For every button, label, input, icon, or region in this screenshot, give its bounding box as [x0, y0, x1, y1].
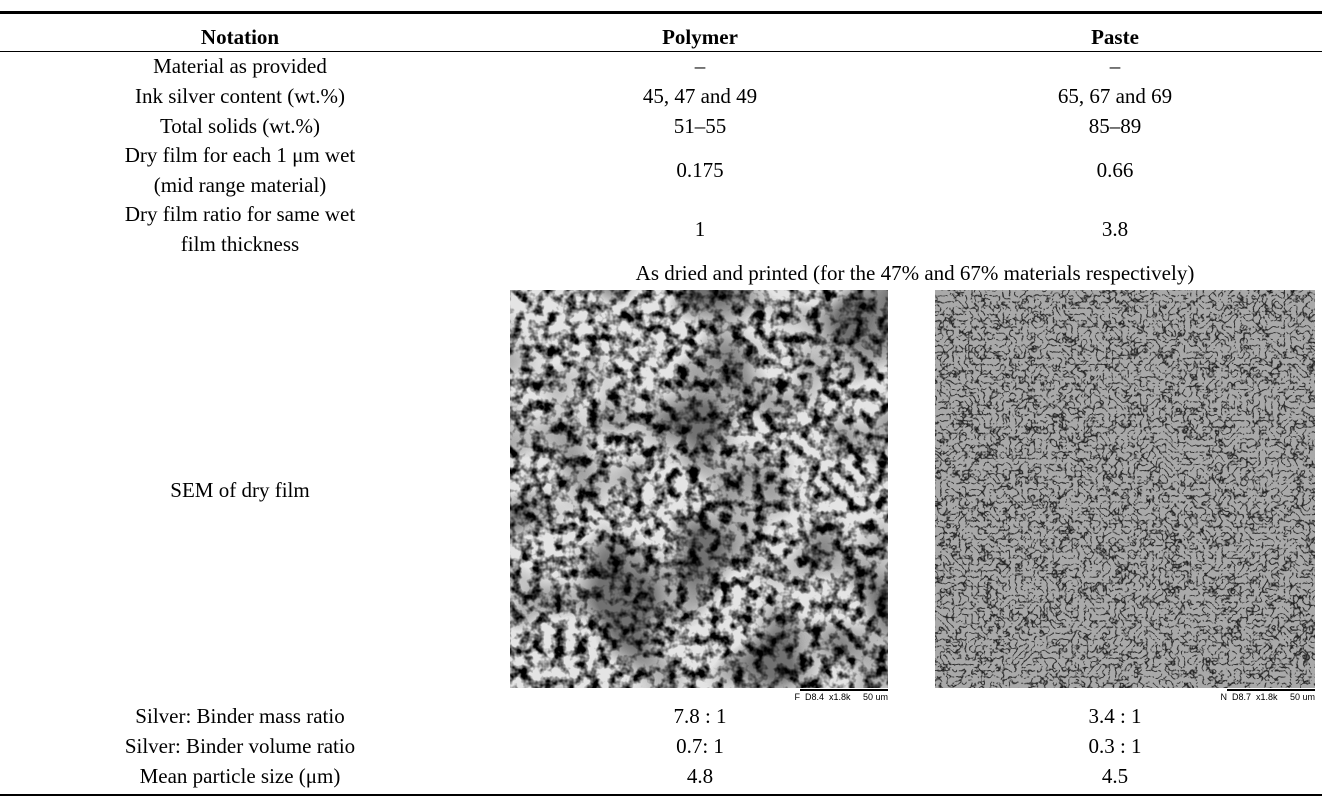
cell-text: 85–89: [1089, 114, 1142, 138]
cell-text: 65, 67 and 69: [1058, 84, 1172, 108]
cell-text: 4.5: [1102, 764, 1128, 788]
cell-text: Material as provided: [153, 54, 327, 78]
cell-text: –: [1110, 54, 1121, 78]
column-header: Polymer: [662, 25, 738, 49]
cell-text: 0.66: [1097, 158, 1134, 182]
scale-label: N D8.7 x1.8k 50 um: [1220, 692, 1315, 702]
header-rule: [0, 51, 1322, 52]
top-rule: [0, 11, 1322, 14]
cell-text: 3.8: [1102, 217, 1128, 241]
cell-text: Mean particle size (μm): [140, 764, 341, 788]
sem-label: SEM of dry film: [170, 478, 309, 502]
column-header: Notation: [201, 25, 279, 49]
cell-text: 0.3 : 1: [1088, 734, 1141, 758]
sem-image-paste: [935, 290, 1315, 688]
cell-text: 4.8: [687, 764, 713, 788]
cell-text: Ink silver content (wt.%): [135, 84, 345, 108]
sem-caption: As dried and printed (for the 47% and 67…: [636, 261, 1195, 285]
cell-text: Silver: Binder volume ratio: [125, 734, 355, 758]
scale-bar: [1227, 689, 1315, 691]
column-header: Paste: [1091, 25, 1139, 49]
cell-text: Dry film ratio for same wet: [125, 202, 355, 226]
cell-text: 45, 47 and 49: [643, 84, 757, 108]
cell-text: –: [695, 54, 706, 78]
cell-text: 51–55: [674, 114, 727, 138]
cell-text: Dry film for each 1 μm wet: [125, 143, 356, 167]
cell-text: 1: [695, 217, 706, 241]
page: Notation Polymer Paste Material as provided…: [0, 0, 1322, 802]
cell-text: (mid range material): [154, 173, 327, 197]
scale-label: F D8.4 x1.8k 50 um: [794, 692, 888, 702]
cell-text: 0.175: [676, 158, 723, 182]
cell-text: 7.8 : 1: [673, 704, 726, 728]
cell-text: Silver: Binder mass ratio: [135, 704, 344, 728]
scale-bar: [800, 689, 888, 691]
cell-text: film thickness: [181, 232, 299, 256]
bottom-rule: [0, 794, 1322, 796]
cell-text: 3.4 : 1: [1088, 704, 1141, 728]
cell-text: Total solids (wt.%): [160, 114, 320, 138]
sem-image-polymer: [510, 290, 888, 688]
cell-text: 0.7: 1: [676, 734, 724, 758]
